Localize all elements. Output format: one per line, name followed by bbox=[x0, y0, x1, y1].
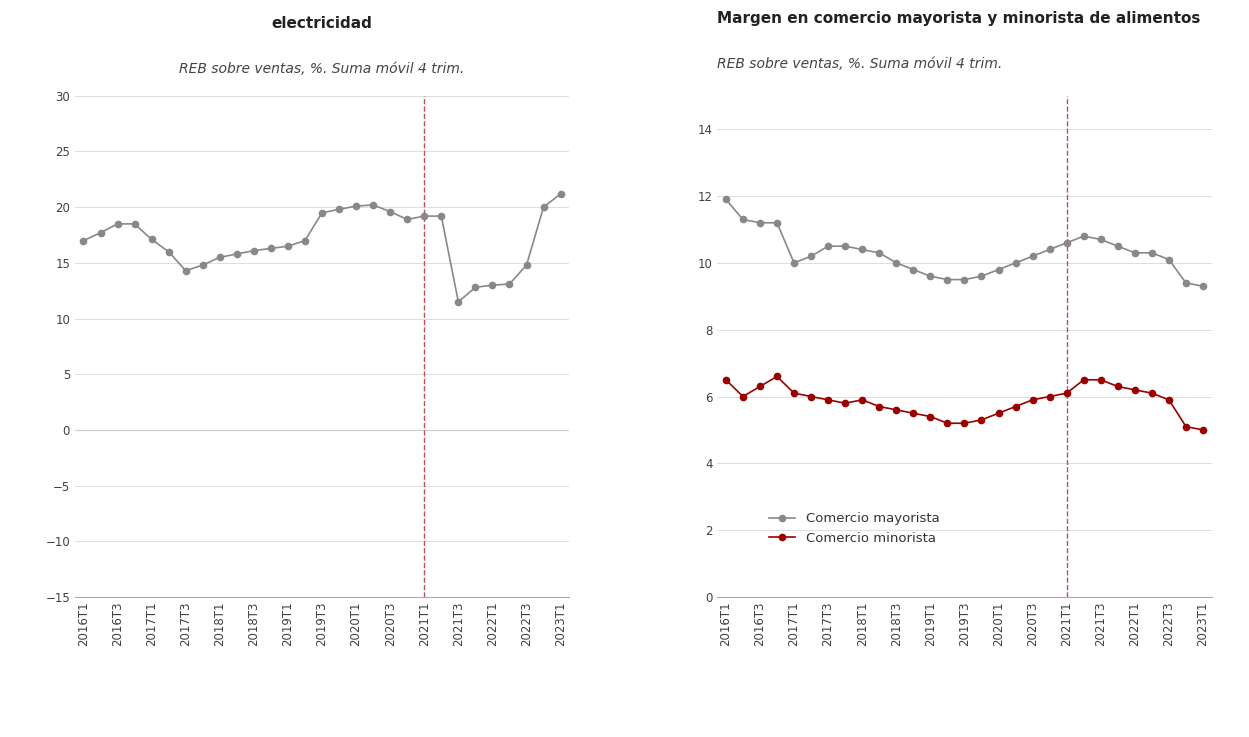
Comercio mayorista bbox=[872, 248, 887, 257]
Comercio minorista bbox=[736, 392, 751, 401]
Comercio minorista bbox=[1008, 402, 1023, 411]
Comercio mayorista bbox=[1110, 242, 1125, 251]
Comercio minorista bbox=[940, 419, 955, 427]
Comercio minorista bbox=[752, 382, 767, 391]
Line: Comercio mayorista: Comercio mayorista bbox=[723, 196, 1207, 290]
Comercio mayorista bbox=[1128, 248, 1143, 257]
Comercio mayorista bbox=[957, 275, 972, 284]
Comercio mayorista bbox=[1195, 282, 1210, 290]
Comercio minorista bbox=[803, 392, 818, 401]
Comercio mayorista bbox=[1077, 231, 1092, 240]
Comercio minorista bbox=[1144, 388, 1159, 397]
Comercio minorista bbox=[787, 388, 802, 397]
Text: REB sobre ventas, %. Suma móvil 4 trim.: REB sobre ventas, %. Suma móvil 4 trim. bbox=[717, 57, 1003, 71]
Comercio minorista bbox=[974, 416, 989, 425]
Comercio minorista bbox=[1162, 396, 1177, 405]
Comercio minorista bbox=[1025, 396, 1040, 405]
Comercio minorista bbox=[889, 405, 904, 414]
Comercio mayorista bbox=[736, 215, 751, 224]
Comercio mayorista bbox=[803, 252, 818, 261]
Comercio minorista bbox=[906, 409, 921, 418]
Comercio minorista bbox=[1042, 392, 1057, 401]
Text: REB sobre ventas, %. Suma móvil 4 trim.: REB sobre ventas, %. Suma móvil 4 trim. bbox=[180, 62, 465, 76]
Comercio mayorista bbox=[974, 272, 989, 281]
Comercio mayorista bbox=[1179, 279, 1194, 287]
Comercio mayorista bbox=[1093, 235, 1108, 244]
Comercio minorista bbox=[1093, 375, 1108, 384]
Comercio minorista bbox=[872, 402, 887, 411]
Comercio mayorista bbox=[940, 275, 955, 284]
Text: Margen en comercio mayorista y minorista de alimentos: Margen en comercio mayorista y minorista… bbox=[717, 10, 1200, 26]
Comercio minorista bbox=[957, 419, 972, 427]
Text: electricidad: electricidad bbox=[271, 15, 372, 31]
Comercio mayorista bbox=[923, 272, 938, 281]
Comercio minorista bbox=[1128, 385, 1143, 394]
Comercio minorista bbox=[1059, 388, 1074, 397]
Comercio mayorista bbox=[838, 242, 853, 251]
Comercio minorista bbox=[854, 396, 869, 405]
Comercio minorista bbox=[821, 396, 836, 405]
Comercio mayorista bbox=[752, 218, 767, 227]
Comercio mayorista bbox=[769, 218, 784, 227]
Comercio mayorista bbox=[990, 265, 1005, 274]
Comercio minorista bbox=[1110, 382, 1125, 391]
Comercio minorista bbox=[838, 399, 853, 408]
Comercio mayorista bbox=[1162, 255, 1177, 264]
Comercio mayorista bbox=[1025, 252, 1040, 261]
Comercio mayorista bbox=[1059, 238, 1074, 247]
Comercio mayorista bbox=[854, 245, 869, 254]
Comercio minorista bbox=[769, 372, 784, 381]
Comercio minorista bbox=[1179, 422, 1194, 431]
Comercio mayorista bbox=[787, 259, 802, 268]
Legend: Comercio mayorista, Comercio minorista: Comercio mayorista, Comercio minorista bbox=[763, 507, 944, 551]
Comercio mayorista bbox=[889, 259, 904, 268]
Comercio mayorista bbox=[906, 265, 921, 274]
Comercio minorista bbox=[1195, 425, 1210, 434]
Comercio minorista bbox=[923, 412, 938, 421]
Line: Comercio minorista: Comercio minorista bbox=[723, 374, 1207, 433]
Comercio minorista bbox=[718, 375, 733, 384]
Comercio mayorista bbox=[1042, 245, 1057, 254]
Comercio minorista bbox=[1077, 375, 1092, 384]
Comercio mayorista bbox=[1144, 248, 1159, 257]
Comercio mayorista bbox=[1008, 259, 1023, 268]
Comercio mayorista bbox=[718, 195, 733, 204]
Comercio minorista bbox=[990, 409, 1005, 418]
Comercio mayorista bbox=[821, 242, 836, 251]
